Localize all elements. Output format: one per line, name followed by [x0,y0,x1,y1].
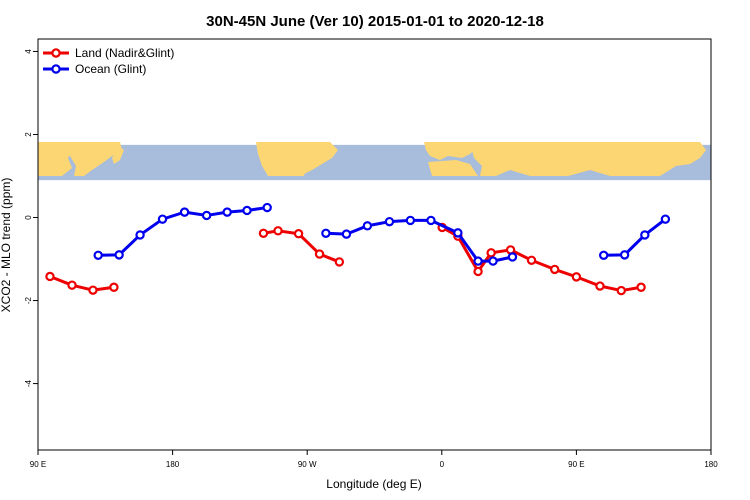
data-point [179,207,190,217]
map-land-china-east [612,148,648,166]
y-axis-label: XCO2 - MLO trend (ppm) [0,178,13,313]
data-point [157,214,168,224]
x-tick-label: 180 [704,460,718,469]
series-land [45,222,646,296]
y-tick-label: -2 [24,296,33,304]
y-tick-label: 2 [24,132,33,137]
series-line [325,218,513,263]
data-point [45,271,55,282]
data-point [488,256,498,266]
series-line [441,226,642,293]
chart-title: 30N-45N June (Ver 10) 2015-01-01 to 2020… [206,13,544,30]
data-point [334,257,345,267]
series-layer [45,202,671,296]
map-land-middle-east-asia [470,142,706,176]
series-ocean [93,202,671,266]
data-point [486,248,496,258]
y-tick-label: 0 [24,215,33,220]
data-point [598,250,609,260]
data-point [550,264,560,275]
data-point [93,250,103,260]
data-point [201,210,212,221]
legend-swatch-marker [51,48,61,58]
data-point [571,272,582,282]
data-point [616,285,626,296]
map-land-china [70,142,122,176]
map-land-japan-east [644,148,656,166]
data-point [67,280,77,290]
data-point [88,285,98,295]
data-point [595,281,605,291]
data-point [453,228,463,238]
data-point [109,282,119,292]
map-land-north-america [256,142,338,176]
x-tick-label: 90 W [298,460,317,469]
data-point [640,230,650,240]
data-point [314,249,325,259]
data-point [362,221,373,231]
x-axis: 90 E 180 90 W 0 90 E 180 [30,450,718,469]
data-point [222,207,232,217]
x-tick-label: 90 E [30,460,46,469]
data-point [526,255,537,265]
y-tick-label: -4 [24,379,33,387]
x-tick-label: 180 [166,460,180,469]
x-tick-label: 0 [440,460,445,469]
data-point [636,282,646,292]
legend-label: Land (Nadir&Glint) [75,46,174,60]
map-land-asia-west [38,142,74,176]
data-point [262,202,272,213]
map-band [38,142,711,181]
data-point [660,214,671,224]
legend-swatch-marker [51,64,61,74]
x-tick-label: 90 E [568,460,584,469]
data-point [384,216,395,227]
x-axis-label: Longitude (deg E) [326,477,421,491]
data-point [405,215,416,226]
data-point [473,256,483,266]
data-point [507,252,518,262]
data-point [258,228,269,238]
data-point [135,230,145,240]
data-point [293,229,304,239]
map-land-florida [298,168,306,176]
data-point [341,229,352,239]
plot-frame [37,38,712,451]
data-point [114,250,124,260]
data-point [273,226,283,236]
y-tick-label: 4 [24,49,33,54]
map-land-africa [428,160,478,176]
data-point [619,250,630,260]
data-point [473,266,483,277]
map-land-europe [424,142,476,160]
y-axis: 4 2 0 -2 -4 [24,49,38,387]
data-point [321,228,331,238]
data-point [242,205,252,216]
data-point [426,215,436,226]
legend-label: Ocean (Glint) [75,62,146,76]
series-line [603,217,667,257]
series-line [49,275,115,292]
legend: Land (Nadir&Glint) Ocean (Glint) [43,46,174,76]
map-land-japan [112,146,124,164]
